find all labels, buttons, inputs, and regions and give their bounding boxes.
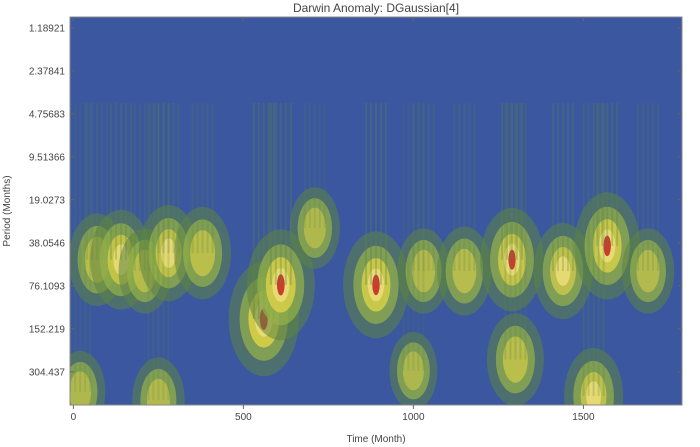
y-axis-label: Period (Months) — [2, 175, 13, 246]
heat-hotspot — [343, 103, 409, 339]
y-tick-label: 1.18921 — [29, 23, 66, 34]
x-axis-ticks: 0 500 1000 1500 — [71, 17, 595, 423]
heat-hotspot — [621, 103, 675, 314]
heat-hotspot — [174, 103, 232, 300]
heat-hotspot — [397, 103, 450, 314]
y-tick-label: 152.219 — [29, 324, 66, 335]
heat-hotspot — [389, 103, 438, 405]
y-tick-label: 4.75683 — [29, 109, 66, 120]
heatmap-plot-area — [69, 16, 683, 406]
y-tick-label: 304.437 — [29, 367, 66, 378]
heat-hotspot — [70, 103, 106, 405]
heat-hotspot — [564, 103, 624, 405]
x-axis-label: Time (Month) — [346, 434, 405, 445]
heat-hotspot — [289, 103, 340, 269]
chart-title: Darwin Anomaly: DGaussian[4] — [293, 1, 459, 15]
y-tick-label: 19.0273 — [29, 195, 66, 206]
y-tick-label: 76.1093 — [29, 281, 66, 292]
y-tick-label: 9.51366 — [29, 152, 66, 163]
x-tick-label: 1000 — [402, 412, 425, 423]
x-tick-label: 0 — [71, 412, 77, 423]
heat-hotspot — [437, 103, 492, 316]
heat-hotspot — [486, 103, 544, 405]
heat-hotspot — [480, 103, 544, 312]
y-axis-ticks: 1.18921 2.37841 4.75683 9.51366 19.0273 38.05… — [29, 23, 682, 378]
x-tick-label: 500 — [235, 412, 252, 423]
plot-frame — [69, 16, 683, 406]
y-tick-label: 2.37841 — [29, 66, 66, 77]
y-tick-label: 38.0546 — [29, 238, 66, 249]
heat-hotspot — [132, 103, 185, 405]
x-tick-label: 1500 — [572, 412, 595, 423]
